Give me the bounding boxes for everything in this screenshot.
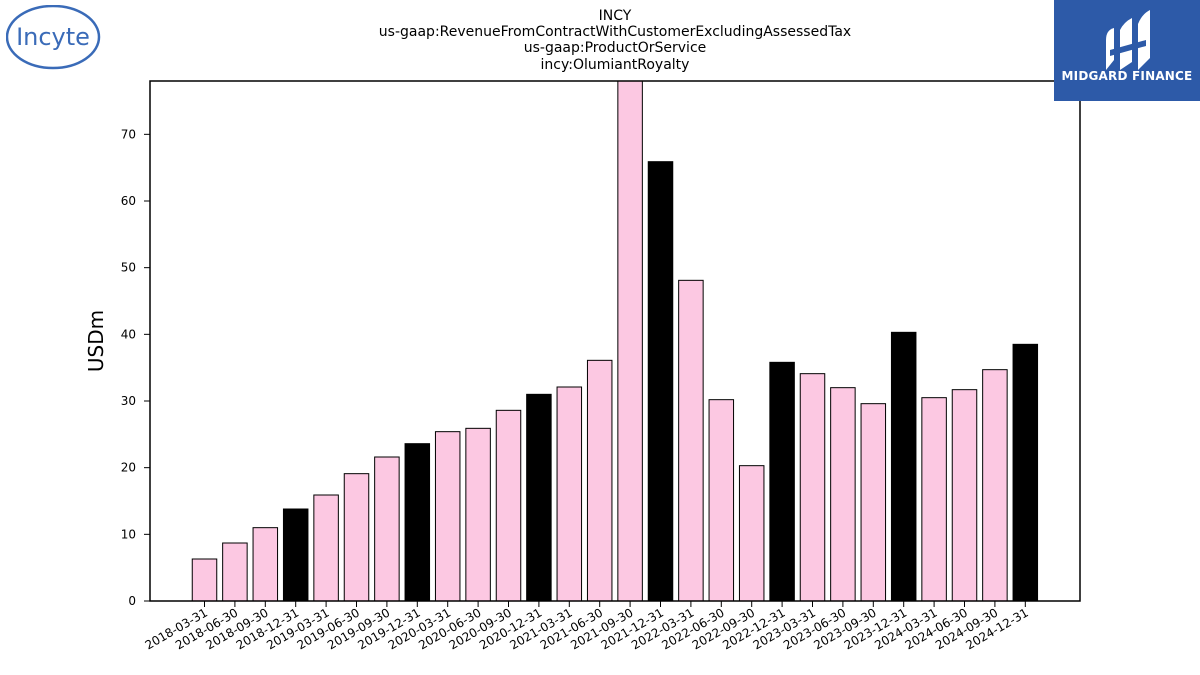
bar-2021-03-31 xyxy=(556,386,583,602)
y-tick-label: 30 xyxy=(121,394,136,408)
bar-2023-06-30 xyxy=(830,387,856,602)
chart-title-concept: us-gaap:RevenueFromContractWithCustomerE… xyxy=(378,24,852,40)
bar-2023-03-31 xyxy=(799,373,826,602)
y-axis-label: USDm xyxy=(84,310,108,372)
y-tick-label: 70 xyxy=(121,127,136,141)
bar-2018-03-31 xyxy=(191,558,218,602)
incyte-logo-text: Incyte xyxy=(16,23,90,51)
bar-2020-09-30 xyxy=(495,409,522,602)
bar-2021-06-30 xyxy=(586,359,613,602)
bar-2019-09-30 xyxy=(374,456,400,602)
bar-2024-03-31 xyxy=(921,397,947,602)
y-tick-label: 20 xyxy=(121,461,136,475)
bar-2024-09-30 xyxy=(982,369,1008,602)
bar-2020-12-31 xyxy=(526,393,552,602)
bar-2019-12-31 xyxy=(404,443,431,602)
y-tick-label: 10 xyxy=(121,527,136,541)
bar-2022-06-30 xyxy=(708,399,735,602)
bar-2024-12-31 xyxy=(1012,343,1039,602)
bar-2018-06-30 xyxy=(222,542,248,602)
bar-2023-09-30 xyxy=(860,403,887,602)
chart-title-axis: us-gaap:ProductOrService xyxy=(523,40,707,56)
midgard-finance-logo-text: MIDGARD FINANCE xyxy=(1061,69,1193,83)
bar-2022-03-31 xyxy=(678,279,704,602)
bar-2021-12-31 xyxy=(647,161,674,602)
bar-2019-06-30 xyxy=(343,473,370,602)
bar-2022-12-31 xyxy=(769,361,795,602)
bar-2018-09-30 xyxy=(252,527,279,602)
chart-title-ticker: INCY xyxy=(598,8,632,24)
y-tick-label: 50 xyxy=(121,261,136,275)
bar-2024-06-30 xyxy=(951,389,978,602)
midgard-finance-logo: MIDGARD FINANCE xyxy=(1054,0,1200,101)
bar-2020-03-31 xyxy=(434,431,461,602)
bar-2019-03-31 xyxy=(313,494,339,602)
bar-2022-09-30 xyxy=(738,465,765,602)
chart-title-member: incy:OlumiantRoyalty xyxy=(540,57,690,73)
bar-2018-12-31 xyxy=(282,508,309,602)
y-tick-label: 40 xyxy=(121,327,136,341)
y-tick-label: 60 xyxy=(121,194,136,208)
plot-frame xyxy=(149,80,1081,602)
incyte-logo: Incyte xyxy=(5,4,102,71)
bar-2023-12-31 xyxy=(890,331,917,602)
bar-2020-06-30 xyxy=(465,427,491,602)
bar-2021-09-30 xyxy=(617,80,643,602)
y-tick-label: 0 xyxy=(128,594,136,608)
